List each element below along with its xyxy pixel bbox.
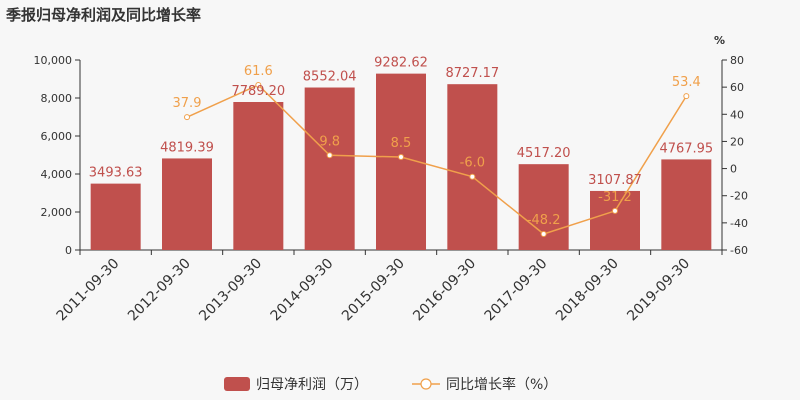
legend-bar-label: 归母净利润（万） [256,376,368,393]
growth-point [683,93,690,100]
growth-series-line [186,84,687,235]
bar [90,183,141,250]
legend-line-marker [420,378,432,390]
left-axis-tick-label: 8,000 [41,92,73,105]
bar-value-label: 8552.04 [303,70,357,85]
growth-value-label: -48.2 [527,213,561,228]
right-axis-tick-label: 80 [730,54,744,67]
growth-point [398,154,404,161]
growth-value-label: 9.8 [319,134,340,149]
legend-line-label: 同比增长率（%） [446,376,557,393]
bar-value-label: 4517.20 [517,146,571,161]
bar [162,158,212,250]
bar-value-label: 4767.95 [659,141,713,156]
chart-title: 季报归母净利润及同比增长率 [6,6,202,24]
x-axis-tick-label: 2019-09-30 [624,256,693,325]
bar-value-label: 4819.39 [160,140,214,155]
x-axis-tick-label: 2014-09-30 [268,256,337,325]
right-axis-tick-label: 60 [730,81,744,94]
bar-value-label: 9282.62 [374,56,428,71]
right-axis-unit: % [714,34,725,47]
right-axis-tick-label: -40 [730,217,748,230]
growth-value-label: -6.0 [460,156,485,171]
bar [233,102,284,250]
left-axis-tick-label: 0 [65,244,72,257]
left-axis-tick-label: 2,000 [41,206,73,219]
bar [518,164,569,250]
growth-point [184,114,190,121]
bar-value-label: 7789.20 [231,84,285,99]
right-axis-tick-label: -20 [730,190,748,203]
right-axis-tick-label: -60 [730,244,748,257]
right-axis-tick-label: 40 [730,108,744,121]
x-axis-tick-label: 2015-09-30 [339,256,408,325]
growth-value-label: -31.2 [598,190,632,205]
bar-value-label: 8727.17 [445,66,499,81]
bar [447,84,498,250]
growth-point [540,230,547,237]
legend-bar-swatch [224,377,250,391]
bar-value-label: 3107.87 [588,173,642,188]
growth-value-label: 53.4 [672,75,701,90]
x-axis-tick-label: 2012-09-30 [125,256,194,325]
bar [304,87,355,251]
growth-value-label: 8.5 [391,136,412,151]
x-axis-tick-label: 2017-09-30 [482,256,551,325]
right-axis-tick-label: 0 [730,163,737,176]
bar-value-label: 3493.63 [89,166,143,181]
x-axis-tick-label: 2013-09-30 [196,256,265,325]
left-axis-tick-label: 6,000 [41,130,73,143]
left-axis-tick-label: 4,000 [41,168,73,181]
growth-point [326,152,333,159]
bar [661,159,712,250]
x-axis-tick-label: 2011-09-30 [54,256,123,325]
left-axis-tick-label: 10,000 [34,54,73,67]
growth-point [255,81,262,88]
x-axis-tick-label: 2016-09-30 [410,256,479,325]
bar [590,190,640,250]
growth-point [469,173,476,180]
growth-value-label: 37.9 [173,96,202,111]
growth-value-label: 61.6 [244,64,273,79]
x-axis-tick-label: 2018-09-30 [553,256,622,325]
right-axis-tick-label: 20 [730,135,744,148]
growth-point [612,207,618,214]
